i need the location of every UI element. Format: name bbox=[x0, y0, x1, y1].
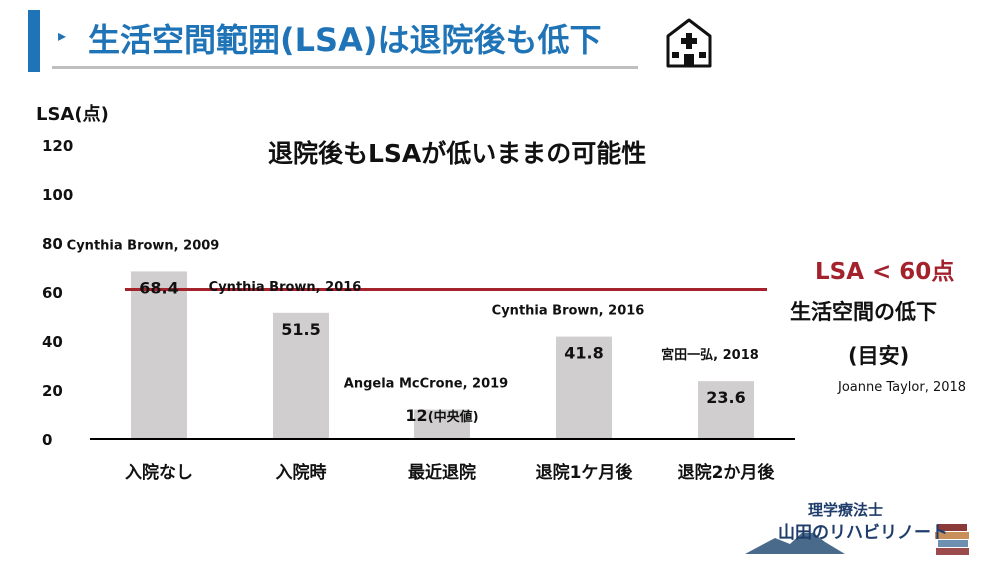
logo-line2: 山田のリハビリノート bbox=[778, 523, 948, 543]
source-label: 宮田一弘, 2018 bbox=[661, 347, 759, 363]
y-tick-label: 100 bbox=[42, 186, 73, 204]
title-accent-bar bbox=[28, 10, 40, 72]
bar-5 bbox=[698, 381, 754, 439]
data-label: 12(中央値) bbox=[405, 406, 478, 425]
bar-3 bbox=[414, 409, 470, 439]
threshold-source: Joanne Taylor, 2018 bbox=[838, 380, 967, 395]
y-tick-label: 60 bbox=[42, 284, 63, 302]
x-tick-label: 入院なし bbox=[125, 462, 193, 483]
data-label-value: 41.8 bbox=[564, 344, 603, 363]
chart-title: 退院後もLSAが低いままの可能性 bbox=[268, 139, 647, 168]
x-tick-label: 退院2か月後 bbox=[678, 462, 776, 483]
hospital-icon bbox=[666, 18, 712, 68]
x-tick-label: 最近退院 bbox=[408, 462, 476, 483]
threshold-note-line1: 生活空間の低下 bbox=[790, 300, 937, 324]
data-label-value: 68.4 bbox=[139, 278, 178, 297]
bar-1 bbox=[131, 271, 187, 439]
threshold-note-line2: (目安) bbox=[848, 344, 910, 368]
bar-4 bbox=[556, 336, 612, 439]
y-tick-label: 0 bbox=[42, 431, 52, 449]
source-label: Cynthia Brown, 2016 bbox=[492, 304, 645, 319]
books-icon bbox=[935, 524, 969, 555]
data-label: 23.6 bbox=[706, 388, 745, 407]
y-tick-label: 80 bbox=[42, 235, 63, 253]
source-label: Angela McCrone, 2019 bbox=[344, 377, 508, 392]
source-label: Cynthia Brown, 2016 bbox=[209, 280, 362, 295]
title-underline bbox=[52, 66, 638, 69]
threshold-label: LSA < 60点 bbox=[815, 259, 955, 285]
data-label-value: 23.6 bbox=[706, 388, 745, 407]
bar-2 bbox=[273, 312, 329, 439]
y-axis-label: LSA(点) bbox=[36, 104, 109, 125]
data-label: 68.4 bbox=[139, 278, 178, 297]
logo-line1: 理学療法士 bbox=[808, 501, 884, 519]
data-label-value: 51.5 bbox=[281, 320, 320, 339]
y-tick-label: 20 bbox=[42, 382, 63, 400]
y-tick-label: 120 bbox=[42, 137, 73, 155]
source-label: Cynthia Brown, 2009 bbox=[67, 238, 220, 253]
logo-graphic bbox=[745, 524, 969, 555]
x-tick-label: 入院時 bbox=[276, 462, 327, 483]
data-label-suffix: (中央値) bbox=[428, 409, 479, 425]
data-label: 51.5 bbox=[281, 320, 320, 339]
data-label-value: 12 bbox=[405, 406, 427, 425]
x-tick-label: 退院1ケ月後 bbox=[536, 462, 634, 483]
y-tick-label: 40 bbox=[42, 333, 63, 351]
page-title: 生活空間範囲(LSA)は退院後も低下 bbox=[88, 21, 602, 59]
title-arrow-icon: ▸ bbox=[58, 26, 67, 45]
data-label: 41.8 bbox=[564, 344, 603, 363]
